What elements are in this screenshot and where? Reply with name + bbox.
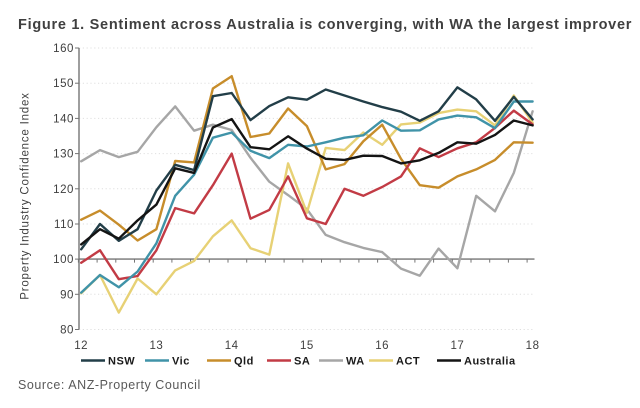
svg-text:90: 90 xyxy=(60,289,74,301)
svg-text:150: 150 xyxy=(53,78,74,90)
svg-text:Source: ANZ-Property Council: Source: ANZ-Property Council xyxy=(18,378,201,392)
svg-text:18: 18 xyxy=(526,340,540,352)
svg-text:Qld: Qld xyxy=(234,356,254,368)
svg-text:160: 160 xyxy=(53,43,74,55)
svg-text:14: 14 xyxy=(225,340,239,352)
svg-text:SA: SA xyxy=(294,356,310,368)
svg-text:ACT: ACT xyxy=(396,356,420,368)
svg-text:WA: WA xyxy=(346,356,365,368)
svg-text:Australia: Australia xyxy=(464,356,516,368)
svg-text:Vic: Vic xyxy=(172,356,190,368)
svg-text:NSW: NSW xyxy=(108,356,135,368)
svg-text:80: 80 xyxy=(60,325,74,337)
svg-text:13: 13 xyxy=(149,340,163,352)
svg-text:110: 110 xyxy=(54,219,74,231)
svg-text:100: 100 xyxy=(53,254,74,266)
svg-text:120: 120 xyxy=(53,184,74,196)
svg-text:140: 140 xyxy=(53,113,74,125)
svg-text:17: 17 xyxy=(450,340,464,352)
svg-text:16: 16 xyxy=(375,340,389,352)
svg-text:15: 15 xyxy=(300,340,314,352)
svg-text:130: 130 xyxy=(53,149,74,161)
svg-text:Figure 1. Sentiment across Aus: Figure 1. Sentiment across Australia is … xyxy=(18,17,632,33)
svg-text:12: 12 xyxy=(74,340,88,352)
svg-text:Property Industry Confidence I: Property Industry Confidence Index xyxy=(20,92,32,299)
